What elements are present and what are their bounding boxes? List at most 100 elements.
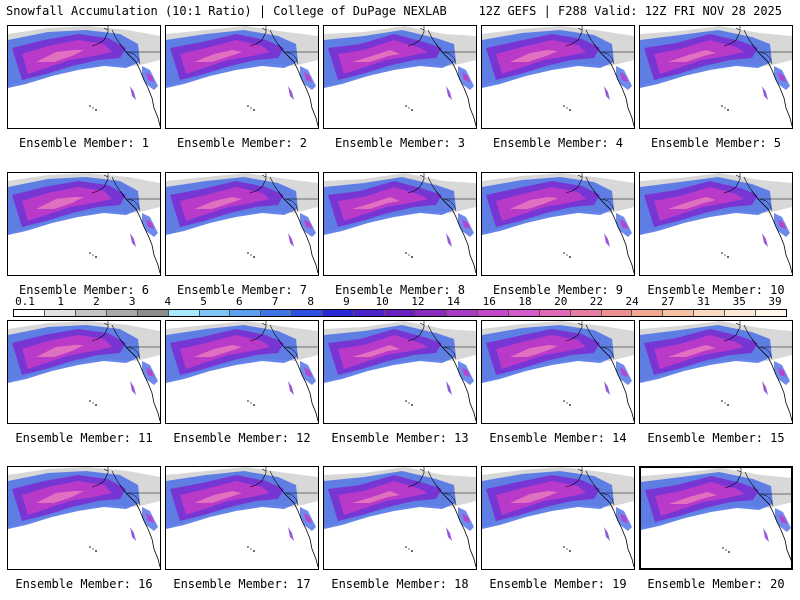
snowfall-map <box>641 468 791 568</box>
member-caption: Ensemble Member: 20 <box>647 577 785 591</box>
snowfall-map <box>640 321 792 423</box>
valid-time: 12Z GEFS | F288 Valid: 12Z FRI NOV 28 20… <box>478 4 782 18</box>
member-caption: Ensemble Member: 16 <box>15 577 153 591</box>
snowfall-map <box>8 173 160 275</box>
snowfall-map <box>482 321 634 423</box>
colorbar-swatch <box>725 310 757 316</box>
member-caption: Ensemble Member: 19 <box>489 577 627 591</box>
chart-title: Snowfall Accumulation (10:1 Ratio) | Col… <box>6 4 447 18</box>
colorbar-tick-label: 1 <box>57 295 65 308</box>
member-map-panel <box>481 172 635 276</box>
snowfall-map <box>324 173 476 275</box>
snowfall-map <box>8 321 160 423</box>
member-map-panel <box>481 320 635 424</box>
colorbar-swatch <box>44 310 76 316</box>
colorbar-swatch <box>570 310 602 316</box>
member-map-panel <box>481 466 635 570</box>
member-caption: Ensemble Member: 17 <box>173 577 311 591</box>
colorbar-tick-label: 35 <box>732 295 746 308</box>
snowfall-map <box>482 467 634 569</box>
member-caption: Ensemble Member: 12 <box>173 431 311 445</box>
colorbar-tick-label: 6 <box>235 295 243 308</box>
snowfall-map <box>8 467 160 569</box>
member-caption: Ensemble Member: 1 <box>18 136 150 150</box>
colorbar-tick-label: 7 <box>271 295 279 308</box>
snowfall-map <box>640 173 792 275</box>
colorbar-swatch <box>14 310 45 316</box>
colorbar-swatch <box>168 310 200 316</box>
member-map-panel <box>165 320 319 424</box>
member-map-panel <box>639 466 793 570</box>
member-map-panel <box>165 25 319 129</box>
colorbar-tick-label: 10 <box>375 295 389 308</box>
snowfall-map <box>166 321 318 423</box>
colorbar-swatch <box>415 310 447 316</box>
colorbar-swatch <box>601 310 633 316</box>
snowfall-map <box>482 173 634 275</box>
colorbar-tick-label: 4 <box>164 295 172 308</box>
member-map-panel <box>7 466 161 570</box>
colorbar-swatch <box>539 310 571 316</box>
snowfall-map <box>324 26 476 128</box>
colorbar-tick-label: 3 <box>128 295 136 308</box>
colorbar-tick-label: 22 <box>589 295 604 308</box>
colorbar-swatch <box>261 310 293 316</box>
member-caption: Ensemble Member: 8 <box>334 283 466 297</box>
member-caption: Ensemble Member: 18 <box>331 577 469 591</box>
member-map-panel <box>481 25 635 129</box>
colorbar-swatch <box>663 310 695 316</box>
colorbar-tick-label: 16 <box>482 295 496 308</box>
colorbar-labels: 0.1 1 2 3 4 5 6 7 8 9 10 12 14 16 18 20 22 24 27 31 35 39 <box>13 296 787 308</box>
colorbar-tick-label: 9 <box>343 295 350 308</box>
snowfall-map <box>166 467 318 569</box>
colorbar-swatch <box>632 310 664 316</box>
member-map-panel <box>7 320 161 424</box>
member-map-panel <box>165 172 319 276</box>
colorbar-tick-label: 0.1 <box>15 295 35 308</box>
snowfall-map <box>8 26 160 128</box>
colorbar-tick-label: 31 <box>696 295 711 308</box>
member-map-panel <box>639 172 793 276</box>
colorbar-swatch <box>292 310 324 316</box>
colorbar-swatch <box>199 310 231 316</box>
colorbar-swatch <box>106 310 138 316</box>
member-caption: Ensemble Member: 6 <box>18 283 150 297</box>
colorbar-tick-label: 12 <box>411 295 425 308</box>
colorbar-tick-label: 14 <box>446 295 461 308</box>
colorbar-tick-label: 24 <box>625 295 639 308</box>
colorbar-swatch <box>508 310 540 316</box>
member-map-panel <box>323 466 477 570</box>
member-caption: Ensemble Member: 14 <box>489 431 627 445</box>
colorbar-tick-label: 20 <box>554 295 568 308</box>
member-caption: Ensemble Member: 3 <box>334 136 466 150</box>
colorbar-swatch <box>756 310 787 316</box>
colorbar-tick-label: 18 <box>518 295 532 308</box>
colorbar-swatch <box>137 310 169 316</box>
member-caption: Ensemble Member: 13 <box>331 431 469 445</box>
colorbar-swatch <box>323 310 355 316</box>
member-map-panel <box>7 172 161 276</box>
snowfall-map <box>640 26 792 128</box>
colorbar-swatch <box>446 310 478 316</box>
member-caption: Ensemble Member: 11 <box>15 431 153 445</box>
colorbar-tick-label: 39 <box>768 295 782 308</box>
member-map-panel <box>323 172 477 276</box>
colorbar <box>13 309 787 317</box>
snowfall-map <box>166 173 318 275</box>
colorbar-tick-label: 2 <box>93 295 100 308</box>
member-caption: Ensemble Member: 15 <box>647 431 785 445</box>
colorbar-tick-label: 5 <box>200 295 207 308</box>
snowfall-map <box>324 321 476 423</box>
snowfall-map <box>324 467 476 569</box>
member-caption: Ensemble Member: 5 <box>650 136 782 150</box>
member-caption: Ensemble Member: 7 <box>176 283 308 297</box>
colorbar-swatch <box>354 310 386 316</box>
snowfall-map <box>482 26 634 128</box>
colorbar-tick-label: 8 <box>307 295 315 308</box>
member-caption: Ensemble Member: 10 <box>647 283 785 297</box>
colorbar-swatch <box>385 310 416 316</box>
member-map-panel <box>323 25 477 129</box>
member-map-panel <box>639 25 793 129</box>
colorbar-swatch <box>694 310 726 316</box>
snowfall-map <box>166 26 318 128</box>
